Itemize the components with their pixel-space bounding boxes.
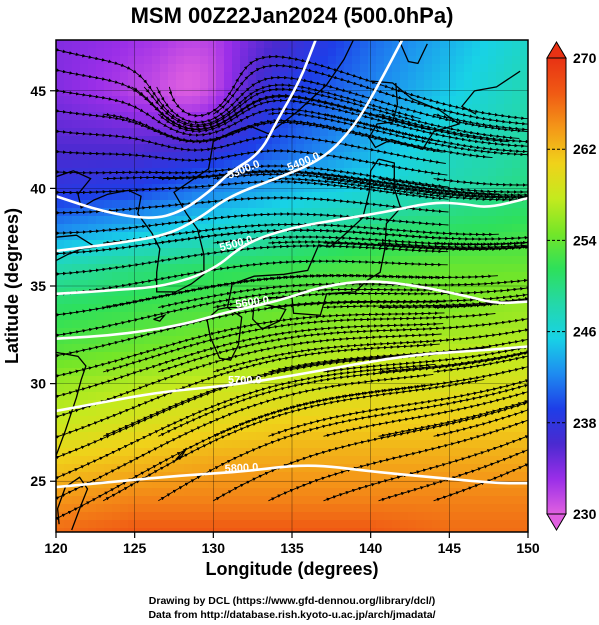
y-tick-label: 25 xyxy=(30,473,46,489)
x-axis-label: Longitude (degrees) xyxy=(205,559,378,579)
colorbar-tick-label: 254 xyxy=(573,232,597,248)
streamline xyxy=(433,406,528,438)
height-contour-5300.0 xyxy=(56,40,317,219)
streamline xyxy=(131,86,510,143)
x-tick-label: 120 xyxy=(44,540,68,556)
height-contour-label: 5600.0 xyxy=(235,294,270,311)
colorbar-bar xyxy=(546,57,567,515)
colorbar-tick-label: 262 xyxy=(573,141,597,157)
streamline xyxy=(433,240,528,246)
streamline xyxy=(433,354,528,374)
x-axis-ticks: 120 125 130 135 140 145 150 xyxy=(44,532,540,556)
credit-data-source: Data from http://database.rish.kyoto-u.a… xyxy=(148,609,435,621)
x-tick-label: 145 xyxy=(438,540,462,556)
height-contours xyxy=(56,40,528,489)
streamlines xyxy=(56,48,528,521)
x-tick-label: 150 xyxy=(516,540,540,556)
height-contour-5800.0 xyxy=(56,464,528,489)
height-contour-5400.0 xyxy=(56,40,404,253)
colorbar-tick-label: 246 xyxy=(573,324,597,340)
colorbar-max-triangle xyxy=(546,41,567,59)
colorbar-tick-label: 238 xyxy=(573,415,597,431)
credit-dcl: Drawing by DCL (https://www.gfd-dennou.o… xyxy=(149,595,435,607)
y-axis-label: Latitude (degrees) xyxy=(2,208,22,364)
chart-title: MSM 00Z22Jan2024 (500.0hPa) xyxy=(131,3,454,28)
x-tick-label: 125 xyxy=(123,540,147,556)
colorbar-tick-label: 270 xyxy=(573,50,597,66)
y-tick-label: 45 xyxy=(30,83,46,99)
streamline xyxy=(433,177,528,187)
y-tick-label: 40 xyxy=(30,180,46,196)
x-tick-label: 135 xyxy=(280,540,304,556)
height-contour-5600.0 xyxy=(56,280,528,340)
height-contour-5700.0 xyxy=(56,345,528,413)
colorbar-tick-label: 230 xyxy=(573,506,597,522)
y-axis-ticks: 25 30 35 40 45 xyxy=(30,83,56,489)
x-tick-label: 140 xyxy=(359,540,383,556)
height-contour-5500.0 xyxy=(56,196,528,296)
streamline xyxy=(378,177,528,194)
height-contour-label: 5800.0 xyxy=(224,462,258,476)
colorbar: 230 238 246 254 262 270 xyxy=(546,41,597,531)
x-tick-label: 130 xyxy=(202,540,226,556)
colorbar-min-triangle xyxy=(546,513,567,531)
streamline xyxy=(378,241,528,250)
height-contour-label: 5700.0 xyxy=(228,375,262,387)
y-tick-label: 30 xyxy=(30,376,46,392)
y-tick-label: 35 xyxy=(30,278,46,294)
